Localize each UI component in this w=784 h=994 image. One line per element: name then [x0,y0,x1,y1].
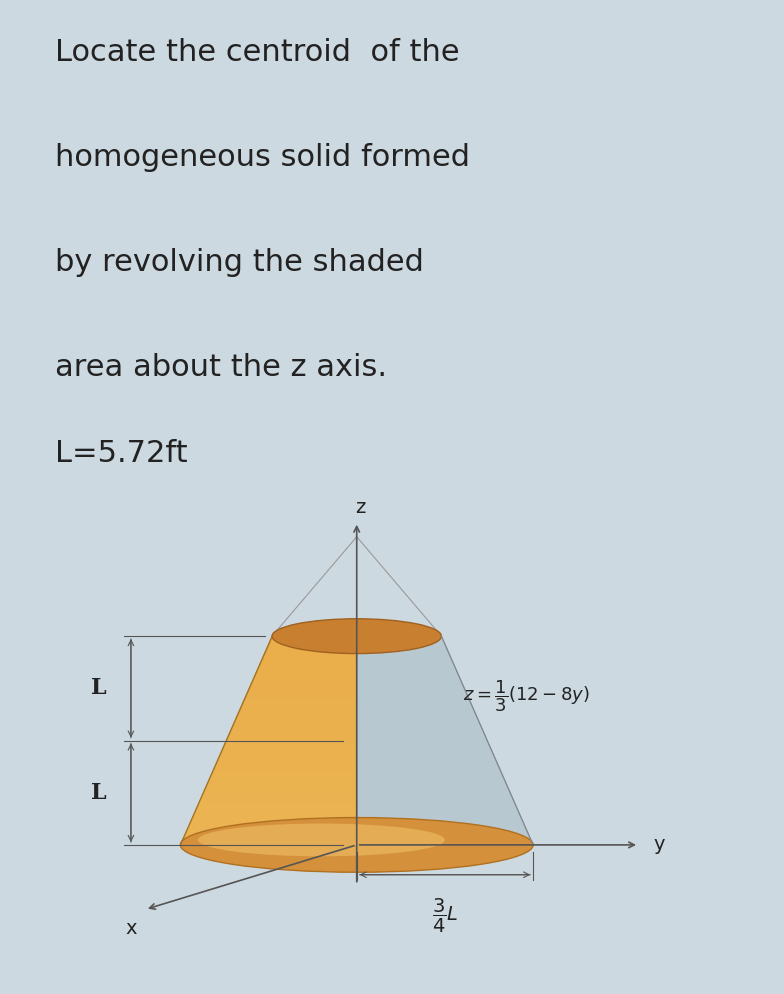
Text: y: y [653,835,665,855]
Text: x: x [125,919,136,938]
Polygon shape [190,813,357,824]
Text: L: L [92,677,107,700]
Polygon shape [357,636,533,845]
Polygon shape [212,761,357,771]
Text: L: L [92,781,107,804]
Polygon shape [194,803,357,813]
Ellipse shape [272,618,441,654]
Polygon shape [245,688,357,699]
Polygon shape [180,834,357,845]
Text: $z = \dfrac{1}{3}(12 - 8y)$: $z = \dfrac{1}{3}(12 - 8y)$ [463,678,590,714]
Polygon shape [227,730,357,741]
Polygon shape [208,771,357,782]
Polygon shape [263,647,357,657]
Text: z: z [355,498,365,517]
Polygon shape [249,678,357,688]
Polygon shape [267,636,357,647]
Polygon shape [185,824,357,834]
Polygon shape [240,699,357,710]
Polygon shape [230,720,357,730]
Text: L=5.72ft: L=5.72ft [55,439,187,468]
Polygon shape [258,657,357,668]
Text: Locate the centroid  of the: Locate the centroid of the [55,38,459,68]
Text: $\dfrac{3}{4}L$: $\dfrac{3}{4}L$ [432,897,458,935]
Polygon shape [254,668,357,678]
Polygon shape [198,793,357,803]
Ellipse shape [180,817,533,873]
Polygon shape [203,782,357,793]
Polygon shape [235,710,357,720]
Polygon shape [180,636,357,845]
Polygon shape [217,751,357,761]
Text: homogeneous solid formed: homogeneous solid formed [55,143,470,172]
Text: area about the z axis.: area about the z axis. [55,353,387,382]
Polygon shape [222,741,357,751]
Text: by revolving the shaded: by revolving the shaded [55,248,424,277]
Ellipse shape [198,823,445,857]
